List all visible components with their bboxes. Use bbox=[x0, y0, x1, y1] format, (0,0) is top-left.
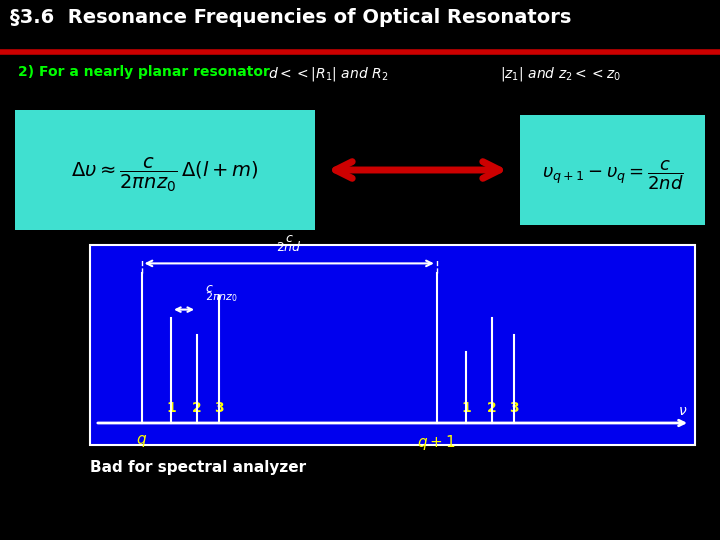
Text: $2\pi nz_0$: $2\pi nz_0$ bbox=[205, 290, 238, 303]
Text: 2: 2 bbox=[192, 401, 202, 415]
Bar bbox=[90, 245, 695, 445]
Text: $\upsilon_{q+1} - \upsilon_q = \dfrac{c}{2nd}$: $\upsilon_{q+1} - \upsilon_q = \dfrac{c}… bbox=[541, 158, 683, 192]
Text: $c$: $c$ bbox=[205, 281, 214, 295]
FancyBboxPatch shape bbox=[15, 110, 315, 230]
Bar bbox=[0, 0, 720, 52]
Text: 2) For a nearly planar resonator: 2) For a nearly planar resonator bbox=[18, 65, 270, 79]
Text: $c$: $c$ bbox=[285, 232, 294, 245]
Text: 1: 1 bbox=[166, 401, 176, 415]
Text: $\Delta\upsilon \approx \dfrac{c}{2\pi n z_0}\,\Delta(l + m)$: $\Delta\upsilon \approx \dfrac{c}{2\pi n… bbox=[71, 156, 258, 194]
Text: §3.6  Resonance Frequencies of Optical Resonators: §3.6 Resonance Frequencies of Optical Re… bbox=[10, 8, 572, 27]
FancyBboxPatch shape bbox=[520, 115, 705, 225]
Text: 1: 1 bbox=[462, 401, 471, 415]
Text: $|z_1|$ and $z_2 << z_0$: $|z_1|$ and $z_2 << z_0$ bbox=[500, 65, 621, 83]
Text: 2: 2 bbox=[487, 401, 497, 415]
Text: $2nd$: $2nd$ bbox=[276, 240, 302, 254]
Text: $q$: $q$ bbox=[136, 433, 147, 449]
Text: $\nu$: $\nu$ bbox=[678, 404, 687, 418]
Text: $q+1$: $q+1$ bbox=[418, 433, 456, 452]
Text: 3: 3 bbox=[510, 401, 519, 415]
Text: $d << |R_1|$ and $R_2$: $d << |R_1|$ and $R_2$ bbox=[268, 65, 388, 83]
Text: 3: 3 bbox=[215, 401, 224, 415]
Text: Bad for spectral analyzer: Bad for spectral analyzer bbox=[90, 460, 306, 475]
